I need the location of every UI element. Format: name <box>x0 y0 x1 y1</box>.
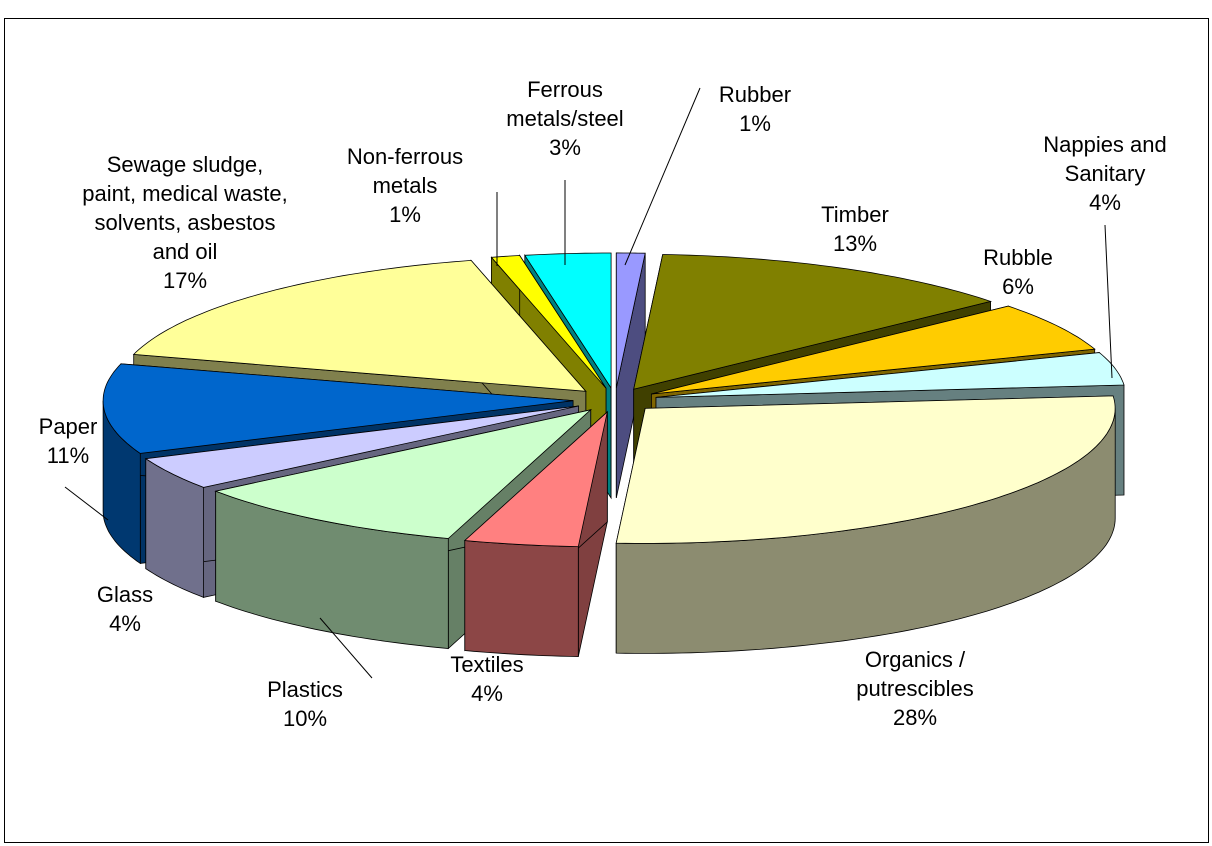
data-label: Plastics 10% <box>240 675 370 733</box>
value-label: 4% <box>1089 190 1121 215</box>
category-label: Textiles <box>450 652 524 677</box>
value-label: 28% <box>892 705 938 730</box>
data-label: Non-ferrous metals 1% <box>325 142 485 229</box>
data-label: Nappies and Sanitary 4% <box>1020 130 1190 217</box>
category-label: Non-ferrous metals <box>346 144 464 198</box>
slice-top <box>144 405 579 488</box>
slice-top <box>651 305 1096 395</box>
slice-top <box>214 409 593 539</box>
value-label: 17% <box>162 268 208 293</box>
category-label: Organics / putrescibles <box>856 647 974 701</box>
data-label: Organics / putrescibles 28% <box>815 645 1015 732</box>
data-label: Rubble 6% <box>958 243 1078 301</box>
value-label: 4% <box>109 611 141 636</box>
value-label: 3% <box>549 135 581 160</box>
category-label: Nappies and Sanitary <box>1043 132 1167 186</box>
value-label: 13% <box>832 231 878 256</box>
data-label: Ferrous metals/steel 3% <box>480 75 650 162</box>
data-label: Timber 13% <box>785 200 925 258</box>
slice-top <box>490 255 607 389</box>
category-label: Timber <box>821 202 889 227</box>
chart-frame <box>4 18 1209 843</box>
slice <box>615 395 1116 654</box>
slice <box>463 410 608 658</box>
slice-top <box>132 259 587 392</box>
slice-top <box>633 254 993 390</box>
slice-top <box>524 252 612 390</box>
category-label: Ferrous metals/steel <box>506 77 624 131</box>
category-label: Rubber <box>718 82 792 107</box>
leader-line <box>1104 224 1113 379</box>
leader-line <box>624 87 701 266</box>
data-label: Glass 4% <box>75 580 175 638</box>
value-label: 11% <box>46 443 90 468</box>
slice <box>615 252 646 498</box>
leader-line <box>319 617 373 679</box>
value-label: 6% <box>1002 274 1034 299</box>
data-label: Textiles 4% <box>422 650 552 708</box>
category-label: Sewage sludge, paint, medical waste, sol… <box>82 152 288 264</box>
data-label: Sewage sludge, paint, medical waste, sol… <box>80 150 290 295</box>
value-label: 10% <box>282 706 328 731</box>
value-label: 4% <box>471 681 503 706</box>
data-label: Rubber 1% <box>685 80 825 138</box>
leader-line <box>64 486 109 521</box>
slice-top <box>655 352 1125 398</box>
slice-top <box>463 410 608 548</box>
slice-top <box>102 363 574 454</box>
category-label: Paper <box>38 414 98 439</box>
value-label: 1% <box>739 111 771 136</box>
slice-top <box>615 252 646 388</box>
category-label: Plastics <box>267 677 343 702</box>
data-label: Paper 11% <box>18 412 118 470</box>
category-label: Glass <box>96 582 154 607</box>
value-label: 1% <box>389 202 421 227</box>
slice-top <box>615 395 1116 544</box>
category-label: Rubble <box>983 245 1053 270</box>
slice-side <box>464 540 579 658</box>
